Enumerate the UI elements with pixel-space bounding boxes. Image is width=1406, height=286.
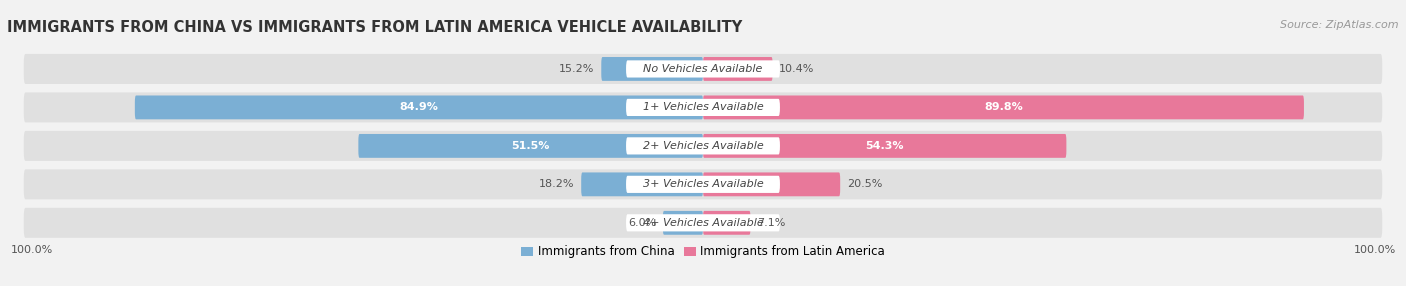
FancyBboxPatch shape [703,96,1303,119]
Legend: Immigrants from China, Immigrants from Latin America: Immigrants from China, Immigrants from L… [516,241,890,263]
FancyBboxPatch shape [581,172,703,196]
FancyBboxPatch shape [24,208,1382,238]
FancyBboxPatch shape [24,131,1382,161]
FancyBboxPatch shape [359,134,703,158]
FancyBboxPatch shape [662,211,703,235]
FancyBboxPatch shape [626,60,780,78]
FancyBboxPatch shape [703,134,1066,158]
Text: 1+ Vehicles Available: 1+ Vehicles Available [643,102,763,112]
Text: IMMIGRANTS FROM CHINA VS IMMIGRANTS FROM LATIN AMERICA VEHICLE AVAILABILITY: IMMIGRANTS FROM CHINA VS IMMIGRANTS FROM… [7,20,742,35]
FancyBboxPatch shape [626,176,780,193]
Text: 20.5%: 20.5% [846,179,882,189]
FancyBboxPatch shape [24,92,1382,122]
Text: 10.4%: 10.4% [779,64,814,74]
Text: 18.2%: 18.2% [538,179,575,189]
Text: 2+ Vehicles Available: 2+ Vehicles Available [643,141,763,151]
Text: Source: ZipAtlas.com: Source: ZipAtlas.com [1281,20,1399,30]
FancyBboxPatch shape [24,169,1382,199]
Text: 4+ Vehicles Available: 4+ Vehicles Available [643,218,763,228]
FancyBboxPatch shape [602,57,703,81]
Text: 3+ Vehicles Available: 3+ Vehicles Available [643,179,763,189]
FancyBboxPatch shape [703,172,841,196]
FancyBboxPatch shape [135,96,703,119]
Text: 7.1%: 7.1% [758,218,786,228]
FancyBboxPatch shape [703,57,773,81]
Text: 100.0%: 100.0% [1354,245,1396,255]
Text: 54.3%: 54.3% [866,141,904,151]
Text: 100.0%: 100.0% [10,245,52,255]
Text: No Vehicles Available: No Vehicles Available [644,64,762,74]
FancyBboxPatch shape [626,214,780,231]
Text: 84.9%: 84.9% [399,102,439,112]
Text: 51.5%: 51.5% [512,141,550,151]
FancyBboxPatch shape [626,137,780,154]
Text: 15.2%: 15.2% [560,64,595,74]
FancyBboxPatch shape [24,54,1382,84]
FancyBboxPatch shape [703,211,751,235]
Text: 89.8%: 89.8% [984,102,1022,112]
FancyBboxPatch shape [626,99,780,116]
Text: 6.0%: 6.0% [628,218,657,228]
